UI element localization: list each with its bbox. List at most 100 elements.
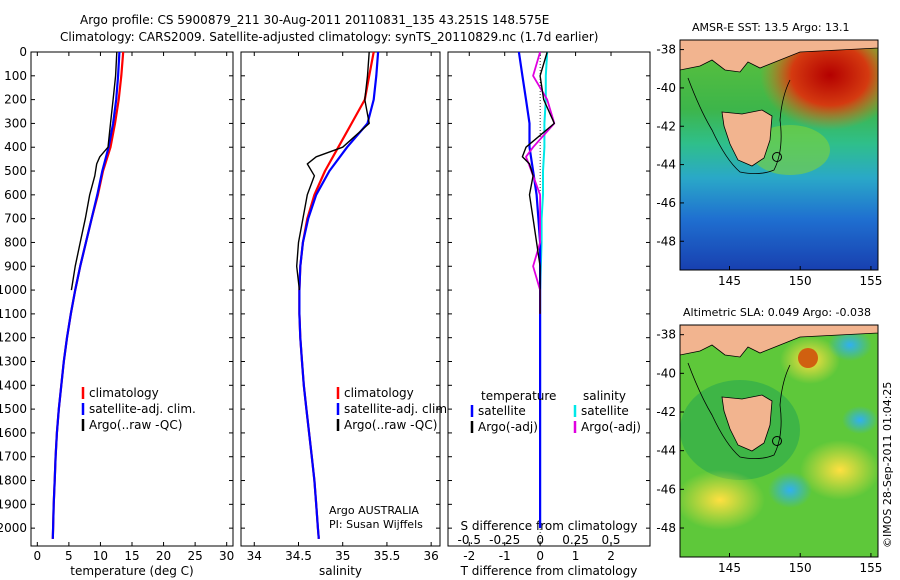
panel-annotation: PI: Susan Wijffels [329,518,423,531]
sla-blue-2 [768,472,812,508]
sla-yellow-3 [680,470,765,530]
imos-credit: ©IMOS 28-Sep-2011 01:04:25 [881,382,894,548]
temperature-xlabel: temperature (deg C) [70,564,193,578]
x-tick-label: 36 [424,549,439,563]
map-x-tick-label: 155 [859,561,882,575]
x-tick-label: 34.5 [285,549,312,563]
legend-label: satellite [581,404,629,418]
y-tick-label: 400 [4,140,27,154]
sla-blue-3 [842,406,878,434]
map-y-tick-label: -48 [656,521,676,535]
salinity-xlabel: salinity [319,564,362,578]
sst-map [680,40,878,270]
y-tick-label: 600 [4,188,27,202]
sla-shelf-contour [687,362,791,459]
map-y-tick-label: -48 [656,234,676,248]
header-line-2: Climatology: CARS2009. Satellite-adjuste… [60,30,598,44]
sst-map-ticks: 145 150 155 -38 -40 -42 -44 -46 -48 [656,43,882,288]
y-tick-label: 800 [4,235,27,249]
legend-title-salinity: salinity [583,389,626,403]
map-y-tick-label: -46 [656,196,676,210]
x-tick-label: 0 [536,549,544,563]
map-x-tick-label: 155 [859,274,882,288]
map-x-tick-label: 145 [718,274,741,288]
legend-label: Argo(..raw -QC) [89,418,182,432]
y-tick-label: 1000 [0,283,27,297]
map-y-tick-label: -42 [656,119,676,133]
sst-float-marker [772,152,782,162]
y-tick-label: 1200 [0,331,27,345]
header-line-1: Argo profile: CS 5900879_211 30-Aug-2011… [80,13,549,27]
map-y-tick-label: -44 [656,444,676,458]
temperature-series-1 [51,51,121,539]
legend-label: climatology [344,386,414,400]
y-tick-label: 1400 [0,378,27,392]
x-tick-label: 1 [572,549,580,563]
x-tick-label: 0 [33,549,41,563]
y-tick-label: 1300 [0,354,27,368]
map-x-tick-label: 150 [789,274,812,288]
sla-blue-1 [828,329,872,361]
legend-label: Argo(-adj) [581,420,641,434]
temperature-frame [30,51,234,547]
sla-map-title: Altimetric SLA: 0.049 Argo: -0.038 [683,306,871,319]
x-tick-label: 15 [124,549,139,563]
legend-label: Argo(-adj) [478,420,538,434]
x-tick-label: 20 [156,549,171,563]
map-y-tick-label: -38 [656,43,676,57]
x-tick-label: -1 [499,549,511,563]
map-y-tick-label: -40 [656,366,676,380]
sla-map-ticks: 145 150 155 -38 -40 -42 -44 -46 -48 [656,328,882,575]
sla-float-marker [772,436,782,446]
sst-shelf-contour [687,77,791,174]
sst-mainland [680,40,878,73]
sst-map-frame [679,39,879,271]
y-tick-label: 100 [4,69,27,83]
temperature-series-2 [70,51,118,291]
map-x-tick-label: 145 [718,561,741,575]
s-tick-label: 0.25 [562,533,589,547]
legend-title-temperature: temperature [481,389,556,403]
sla-red-eddy [798,348,818,368]
map-y-tick-label: -46 [656,482,676,496]
y-tick-label: 1700 [0,450,27,464]
sla-tasmania [721,394,773,452]
salinity-frame [240,51,441,547]
legend-label: satellite [478,404,526,418]
y-tick-label: 200 [4,93,27,107]
s-difference-label: S difference from climatology [461,519,638,533]
salinity-series-1 [298,51,380,539]
y-tick-label: 900 [4,259,27,273]
map-y-tick-label: -42 [656,405,676,419]
sst-warm-eddy [760,40,878,130]
sla-map-frame [679,324,879,558]
sst-map-title: AMSR-E SST: 13.5 Argo: 13.1 [692,21,850,34]
x-tick-label: 10 [93,549,108,563]
x-tick-label: 35 [335,549,350,563]
map-y-tick-label: -44 [656,158,676,172]
x-tick-label: 2 [607,549,615,563]
difference-series-3 [521,51,555,314]
y-tick-label: 1100 [0,307,27,321]
y-tick-label: 0 [19,45,27,59]
s-tick-label: -0.25 [489,533,520,547]
panel-temperature: 0100200300400500600700800900100011001200… [0,45,234,578]
x-tick-label: 5 [65,549,73,563]
s-tick-label: -0.5 [458,533,481,547]
map-y-tick-label: -38 [656,328,676,342]
panel-salinity: 34 34.5 35 35.5 36 salinity climatology satelli… [240,51,451,578]
sla-yellow-2 [800,440,878,500]
legend-label: climatology [89,386,159,400]
y-tick-label: 300 [4,116,27,130]
difference-xlabel: T difference from climatology [460,564,638,578]
sst-tasmania [721,109,773,167]
y-tick-label: 1800 [0,474,27,488]
salinity-series-2 [296,51,370,291]
y-tick-label: 1900 [0,497,27,511]
difference-frame [447,51,651,547]
panel-annotation: Argo AUSTRALIA [329,504,419,517]
panel-difference: -2 -1 0 1 2T difference from climatology -0.5… [447,51,651,578]
sla-map [680,325,878,557]
x-tick-label: 25 [187,549,202,563]
